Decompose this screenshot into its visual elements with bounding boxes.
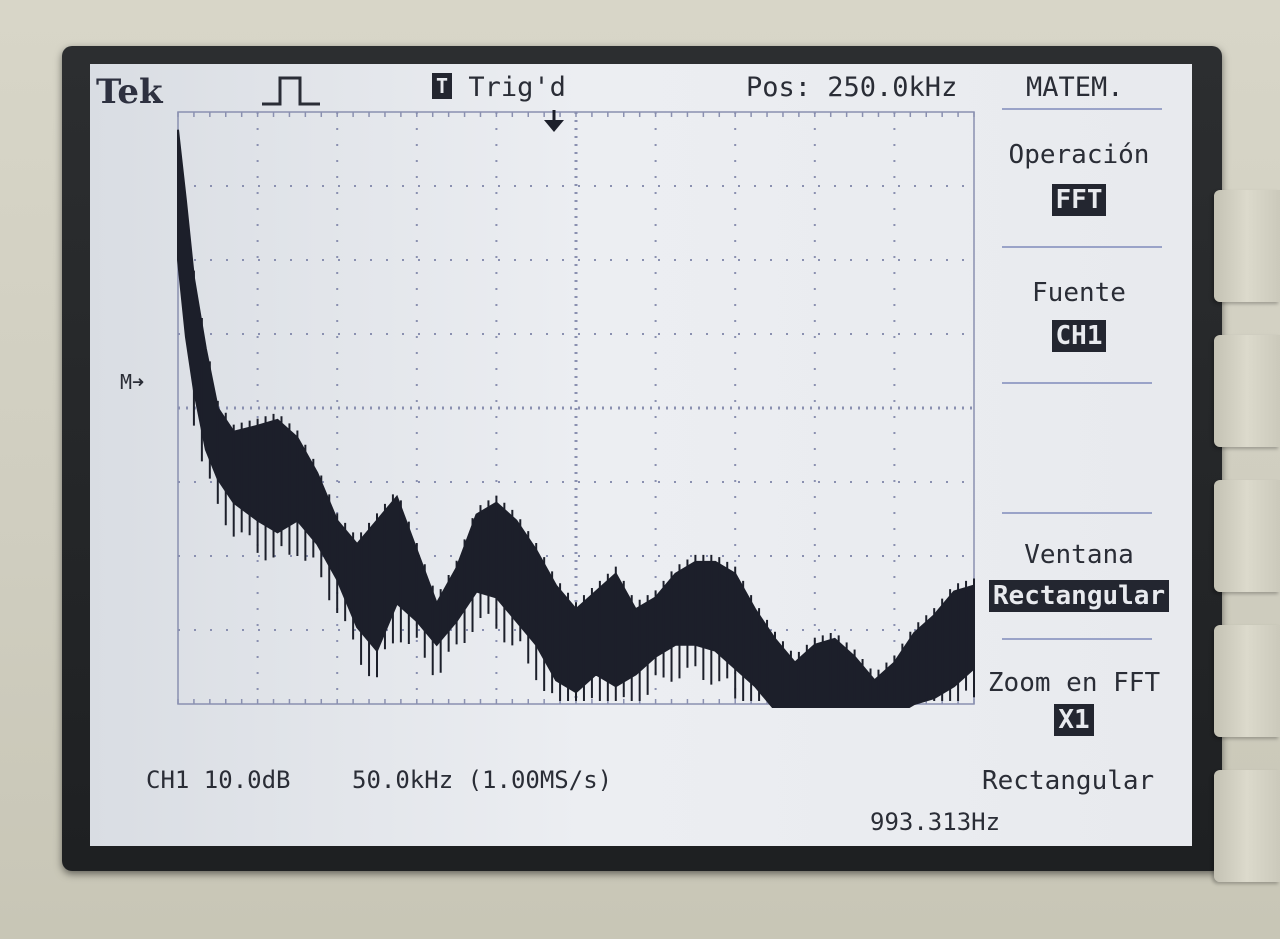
pulse-trigger-icon xyxy=(262,76,320,106)
menu-button-column xyxy=(1200,160,1280,939)
window-readout: Rectangular xyxy=(982,766,1155,796)
source-option[interactable]: CH1 xyxy=(984,320,1174,352)
trigger-status-text: Trig'd xyxy=(468,72,566,103)
brand-logo: Tek xyxy=(96,72,163,112)
menu-button-3[interactable] xyxy=(1214,480,1280,592)
operation-value: FFT xyxy=(1051,184,1107,216)
menu-separator xyxy=(1002,638,1152,640)
trigger-status: T Trig'd xyxy=(432,72,566,103)
math-marker-label: M xyxy=(120,370,133,394)
menu-separator xyxy=(1002,108,1162,110)
menu-title: MATEM. xyxy=(1026,72,1124,103)
frequency-scale: 50.0kHz (1.00MS/s) xyxy=(352,766,613,794)
menu-separator xyxy=(1002,382,1152,384)
frequency-readout: 993.313Hz xyxy=(870,808,1001,836)
source-value: CH1 xyxy=(1051,320,1107,352)
trigger-position-marker-icon xyxy=(544,110,564,132)
menu-button-1[interactable] xyxy=(1214,190,1280,302)
zoom-label: Zoom en FFT xyxy=(987,668,1161,698)
oscilloscope-screen: Tek T Trig'd Pos: 250.0kHz MATEM. M➜ Ope… xyxy=(90,64,1192,846)
menu-button-4[interactable] xyxy=(1214,625,1280,737)
right-arrow-icon: ➜ xyxy=(132,370,145,394)
zoom-option[interactable]: X1 xyxy=(974,704,1174,736)
window-label: Ventana xyxy=(1024,540,1134,570)
window-value: Rectangular xyxy=(988,580,1170,612)
window-option[interactable]: Rectangular xyxy=(984,580,1174,612)
horizontal-position: Pos: 250.0kHz xyxy=(746,72,958,103)
menu-separator xyxy=(1002,246,1162,248)
operation-label: Operación xyxy=(1008,140,1150,170)
menu-separator xyxy=(1002,512,1152,514)
fft-trace-spikes xyxy=(192,270,975,702)
menu-button-5[interactable] xyxy=(1214,770,1280,882)
zoom-value: X1 xyxy=(1054,704,1094,736)
menu-button-2[interactable] xyxy=(1214,335,1280,447)
graticule xyxy=(177,111,975,705)
fft-plot xyxy=(177,110,975,708)
source-label: Fuente xyxy=(1032,278,1126,308)
trigger-badge: T xyxy=(432,73,453,99)
math-reference-marker: M➜ xyxy=(120,370,144,394)
operation-option[interactable]: FFT xyxy=(984,184,1174,216)
channel-scale: CH1 10.0dB xyxy=(146,766,291,794)
